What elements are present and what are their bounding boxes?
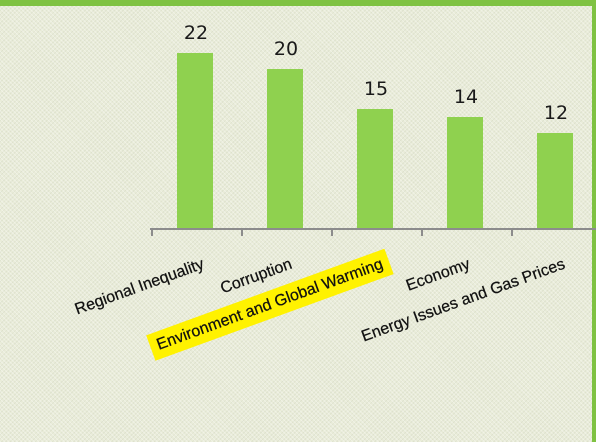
bar-economy (447, 117, 483, 229)
right-accent-border (592, 0, 596, 442)
x-axis (150, 228, 596, 236)
bar-regional-inequality (177, 53, 213, 229)
bars-layer (177, 53, 573, 229)
value-labels: 22 20 15 14 12 (184, 22, 568, 124)
category-labels: Regional Inequality CorruptionEnvironment… (73, 256, 568, 354)
bar-corruption (267, 69, 303, 229)
top-accent-border (0, 0, 596, 6)
value-label-economy: 14 (454, 86, 478, 108)
value-label-regional-inequality: 22 (184, 22, 208, 44)
category-label-regional-inequality: Regional Inequality (73, 256, 207, 319)
bar-environment-and-global-warming (357, 109, 393, 229)
value-label-energy-issues-and-gas-prices: 12 (544, 102, 568, 124)
value-label-corruption: 20 (274, 38, 298, 60)
value-label-environment-and-global-warming: 15 (364, 78, 388, 100)
highlight-box (146, 248, 394, 361)
bar-energy-issues-and-gas-prices (537, 133, 573, 229)
category-label-economy: Economy (404, 256, 472, 295)
highlight-layer (146, 248, 394, 361)
